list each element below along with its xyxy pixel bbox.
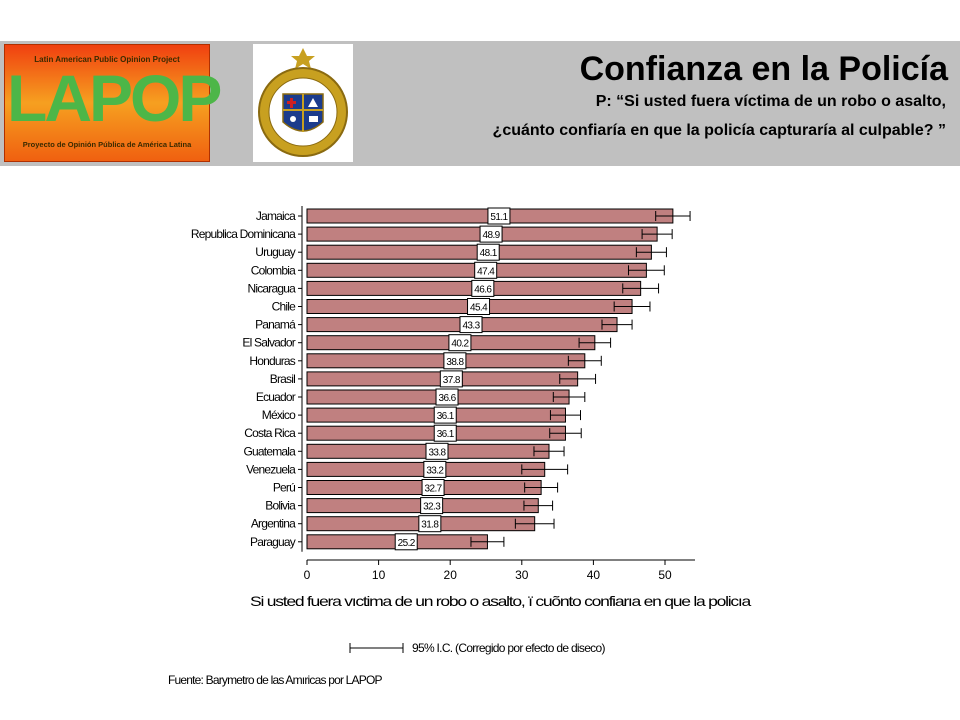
value-label: 43.3 (462, 321, 480, 332)
value-label: 51.1 (490, 212, 508, 223)
category-label: Chile (272, 300, 296, 314)
value-label: 48.1 (480, 248, 498, 259)
value-label-box (394, 533, 418, 551)
page-title: Confianza en la Policía (579, 50, 948, 88)
source-note: Fuente: Barymetro de las Amıricas por LA… (168, 673, 383, 687)
value-label-box (467, 298, 491, 315)
category-label: Perú (273, 481, 295, 495)
category-label: Honduras (249, 354, 295, 368)
category-label: Colombia (251, 263, 296, 277)
category-label: El Salvador (242, 336, 295, 350)
value-label-box (448, 334, 472, 352)
category-label: Venezuela (246, 462, 296, 476)
question-line-2: ¿cuánto confiaría en que la policía capt… (492, 122, 946, 139)
value-label-box (435, 388, 459, 406)
lapop-logo: Latin American Public Opinion Project LA… (4, 44, 222, 162)
value-label: 38.8 (446, 357, 464, 368)
value-label: 46.6 (474, 284, 492, 295)
question-line-1: P: “Si usted fuera víctima de un robo o … (595, 93, 946, 110)
category-label: México (262, 408, 296, 422)
value-label: 25.2 (398, 538, 416, 549)
value-label-box (421, 479, 445, 496)
category-label: Guatemala (244, 444, 297, 458)
x-tick-label: 0 (304, 568, 311, 582)
seal-emblem-icon (258, 48, 348, 157)
value-label: 36.6 (438, 393, 456, 404)
value-label: 36.1 (437, 429, 455, 440)
category-label: Argentina (251, 517, 296, 531)
category-label: Uruguay (255, 245, 296, 259)
value-label: 37.8 (443, 375, 461, 386)
value-label-box (418, 515, 442, 533)
category-label: Costa Rica (244, 426, 296, 440)
x-tick-label: 50 (658, 568, 672, 582)
category-label: Jamaica (256, 209, 296, 223)
value-label: 45.4 (470, 303, 488, 314)
value-label: 33.2 (426, 465, 444, 476)
value-label: 33.8 (428, 447, 446, 458)
category-label: Brasil (270, 372, 295, 386)
value-label-box (433, 424, 457, 442)
value-label: 32.3 (423, 502, 441, 513)
value-label-box (439, 370, 463, 388)
lapop-logo-top-text: Latin American Public Opinion Project (34, 55, 180, 64)
x-tick-label: 10 (372, 568, 386, 582)
value-label-box (474, 261, 498, 279)
category-label: Paraguay (250, 535, 296, 549)
value-label: 36.1 (437, 411, 455, 422)
value-label: 40.2 (451, 339, 469, 350)
x-tick-label: 20 (444, 568, 458, 582)
lapop-logo-bottom-text: Proyecto de Opinión Pública de América L… (22, 140, 192, 149)
value-label-box (487, 207, 511, 225)
category-label: Panamá (255, 318, 296, 332)
legend-label: 95% I.C. (Corregido por efecto de diseco… (412, 641, 605, 655)
value-label-box (476, 243, 500, 261)
value-label-box (420, 497, 444, 515)
value-label-box (425, 442, 449, 460)
value-label: 31.8 (421, 520, 439, 531)
value-label-box (433, 406, 457, 424)
category-label: Nicaragua (248, 281, 297, 295)
category-label: Republica Dominicana (191, 227, 296, 241)
category-label: Bolivia (265, 499, 296, 513)
value-label-box (443, 352, 467, 370)
value-label-box (459, 316, 483, 334)
value-label-box (423, 460, 447, 478)
x-tick-label: 30 (515, 568, 529, 582)
x-tick-label: 40 (587, 568, 601, 582)
university-seal-logo (253, 44, 353, 162)
value-label: 48.9 (483, 230, 501, 241)
lapop-logo-wordmark: LAPOP (7, 61, 222, 135)
bar-chart: Jamaica 51.1 Republica Dominicana 48.9 Urugu… (191, 206, 753, 655)
category-label: Ecuador (256, 390, 296, 404)
value-label: 32.7 (425, 484, 443, 495)
value-label-box (479, 225, 503, 243)
x-axis-title: Si usted fuera vıctima de un robo o asal… (250, 593, 752, 609)
value-label-box (471, 279, 495, 297)
value-label: 47.4 (477, 266, 495, 277)
